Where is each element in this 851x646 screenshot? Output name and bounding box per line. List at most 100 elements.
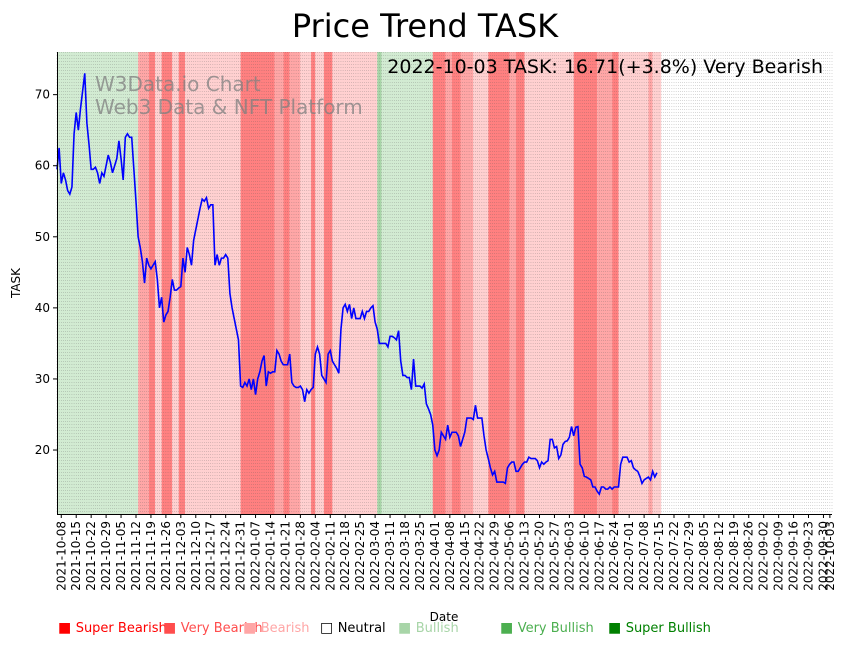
sentiment-band xyxy=(323,52,333,514)
sentiment-band xyxy=(597,52,613,514)
x-tick-label: 2021-11-26 xyxy=(159,521,173,591)
sentiment-band xyxy=(524,52,574,514)
x-tick-label: 2022-03-11 xyxy=(383,521,397,591)
x-tick-label: 2022-02-04 xyxy=(308,521,322,591)
sentiment-band xyxy=(155,52,162,514)
sentiment-band xyxy=(300,52,312,514)
x-tick-label: 2022-09-09 xyxy=(772,521,786,591)
x-tick-label: 2022-04-08 xyxy=(443,521,457,591)
x-tick-label: 2022-01-21 xyxy=(278,521,292,591)
sentiment-band xyxy=(516,52,525,514)
sentiment-band xyxy=(57,52,139,514)
chart-subtitle: 2022-10-03 TASK: 16.71(+3.8%) Very Beari… xyxy=(387,56,823,78)
x-tick-label: 2022-10-03 xyxy=(823,521,837,591)
sentiment-band xyxy=(311,52,316,514)
legend-label: Super Bearish xyxy=(75,621,167,636)
y-axis-label: TASK xyxy=(9,267,23,299)
x-tick-label: 2022-05-20 xyxy=(533,521,547,591)
sentiment-band xyxy=(315,52,324,514)
y-tick-label: 40 xyxy=(35,301,50,315)
x-tick-label: 2022-07-22 xyxy=(667,521,681,591)
y-tick-label: 20 xyxy=(35,443,50,457)
x-tick-label: 2021-10-22 xyxy=(84,521,98,591)
x-tick-label: 2022-07-01 xyxy=(622,521,636,591)
x-tick-label: 2022-06-24 xyxy=(607,521,621,591)
legend-item: ■ Super Bullish xyxy=(608,620,711,636)
legend-label: Very Bullish xyxy=(517,621,594,636)
x-tick-label: 2022-08-19 xyxy=(727,521,741,591)
watermark: W3Data.io Chart Web3 Data & NFT Platform xyxy=(95,72,363,119)
sentiment-legend: ■ Super Bearish ■ Very Bearish ■ Bearish □ … xyxy=(0,620,851,640)
x-tick-label: 2021-12-31 xyxy=(234,521,248,591)
legend-marker: ■ xyxy=(398,620,416,636)
sentiment-band xyxy=(432,52,446,514)
x-tick-label: 2022-07-29 xyxy=(682,521,696,591)
sentiment-band xyxy=(445,52,452,514)
vertical-gridlines xyxy=(56,52,833,514)
legend-marker: ■ xyxy=(243,620,261,636)
watermark-line-2: Web3 Data & NFT Platform xyxy=(95,95,363,119)
x-tick-label: 2022-03-04 xyxy=(368,521,382,591)
sentiment-band xyxy=(460,52,474,514)
sentiment-band xyxy=(240,52,275,514)
legend-label: Bullish xyxy=(415,621,459,636)
axes xyxy=(57,52,832,515)
x-tick-label: 2022-05-27 xyxy=(547,521,561,591)
legend-marker: ■ xyxy=(58,620,76,636)
sentiment-band xyxy=(573,52,598,514)
legend-item: □ Neutral xyxy=(320,620,386,636)
sentiment-band xyxy=(172,52,179,514)
y-tick-label: 60 xyxy=(35,159,50,173)
legend-item: ■ Very Bullish xyxy=(500,620,594,636)
x-tick-label: 2022-04-01 xyxy=(428,521,442,591)
sentiment-band xyxy=(283,52,290,514)
sentiment-band xyxy=(473,52,489,514)
x-tick-label: 2021-12-17 xyxy=(204,521,218,591)
legend-label: Super Bullish xyxy=(625,621,711,636)
x-tick-label: 2022-02-25 xyxy=(353,521,367,591)
x-tick-label: 2022-09-16 xyxy=(787,521,801,591)
y-ticks: 20 30 40 50 60 70 xyxy=(35,88,57,457)
legend-marker: ■ xyxy=(608,620,626,636)
x-tick-label: 2021-11-05 xyxy=(114,521,128,591)
sentiment-band xyxy=(377,52,382,514)
sentiment-band xyxy=(451,52,461,514)
x-tick-label: 2022-09-30 xyxy=(816,521,830,591)
sentiment-band xyxy=(381,52,433,514)
x-tick-label: 2022-06-10 xyxy=(577,521,591,591)
x-tick-label: 2022-08-26 xyxy=(742,521,756,591)
x-tick-label: 2022-05-06 xyxy=(503,521,517,591)
y-tick-label: 30 xyxy=(35,372,50,386)
legend-marker: □ xyxy=(320,620,338,636)
price-line xyxy=(56,73,658,496)
x-tick-label: 2022-03-25 xyxy=(413,521,427,591)
x-tick-label: 2022-04-15 xyxy=(458,521,472,591)
y-tick-label: 70 xyxy=(35,88,50,102)
x-tick-label: 2021-10-08 xyxy=(54,521,68,591)
x-tick-label: 2021-10-29 xyxy=(99,521,113,591)
x-tick-label: 2022-07-15 xyxy=(652,521,666,591)
x-tick-label: 2021-12-03 xyxy=(174,521,188,591)
x-tick-label: 2022-01-14 xyxy=(263,521,277,591)
sentiment-band xyxy=(148,52,156,514)
chart-title: Price Trend TASK xyxy=(292,7,559,45)
sentiment-band xyxy=(161,52,173,514)
x-axis-label: Date xyxy=(430,610,459,624)
legend-item: ■ Super Bearish xyxy=(58,620,167,636)
sentiment-band xyxy=(332,52,378,514)
x-tick-label: 2022-04-22 xyxy=(473,521,487,591)
sentiment-band xyxy=(648,52,653,514)
x-tick-label: 2021-11-12 xyxy=(129,521,143,591)
sentiment-bands xyxy=(57,52,662,514)
x-tick-label: 2022-03-18 xyxy=(398,521,412,591)
sentiment-band xyxy=(138,52,149,514)
watermark-line-1: W3Data.io Chart xyxy=(95,72,261,96)
legend-item: ■ Bullish xyxy=(398,620,459,636)
legend-label: Bearish xyxy=(260,621,310,636)
x-tick-label: 2022-02-18 xyxy=(338,521,352,591)
x-tick-label: 2021-10-15 xyxy=(69,521,83,591)
x-tick-label: 2021-11-19 xyxy=(144,521,158,591)
x-tick-label: 2021-12-24 xyxy=(219,521,233,591)
x-tick-label: 2022-07-08 xyxy=(637,521,651,591)
